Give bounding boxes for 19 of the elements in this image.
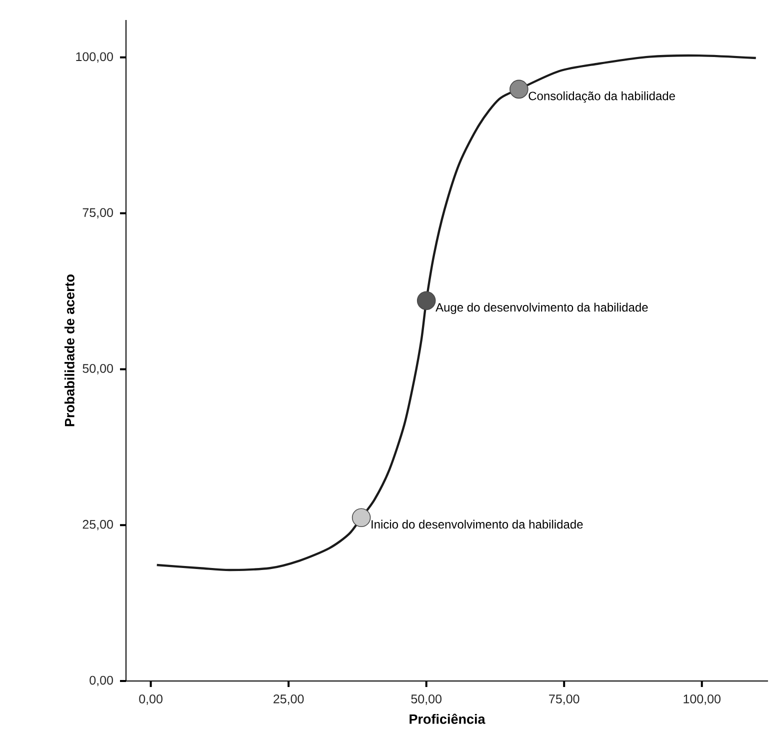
y-tick-label: 75,00 bbox=[82, 208, 113, 218]
x-tick-label: 50,00 bbox=[411, 694, 442, 705]
y-tick-label: 0,00 bbox=[90, 676, 113, 686]
annotation: Consolidação da habilidade bbox=[528, 91, 675, 103]
x-tick-label: 0,00 bbox=[139, 694, 162, 705]
x-axis-title: Proficiência bbox=[410, 714, 486, 724]
x-tick-label: 100,00 bbox=[684, 694, 721, 705]
point bbox=[416, 291, 436, 310]
x-tick-label: 25,00 bbox=[274, 694, 304, 705]
y-tick-label: 50,00 bbox=[82, 364, 113, 374]
annotation: Auge do desenvolvimento da habilidade bbox=[436, 302, 648, 314]
y-tick-label: 25,00 bbox=[82, 520, 113, 530]
point bbox=[510, 80, 528, 99]
point bbox=[352, 508, 371, 528]
y-tick-label: 100,00 bbox=[76, 52, 113, 63]
y-axis-title: Probabilidade de acerto bbox=[64, 274, 74, 426]
annotation: Inicio do desenvolvimento da habilidade bbox=[372, 520, 583, 529]
line-series bbox=[156, 54, 757, 572]
x-tick-label: 75,00 bbox=[549, 694, 580, 705]
